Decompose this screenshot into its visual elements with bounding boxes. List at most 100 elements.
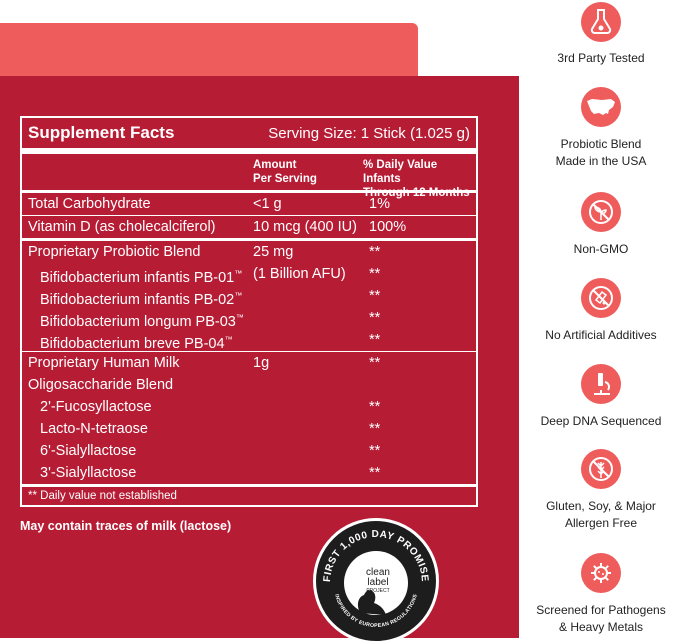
- nutrient-dv: **: [369, 443, 381, 459]
- microscope-icon: [581, 364, 621, 404]
- footnote: ** Daily value not established: [28, 490, 177, 502]
- nutrient-name: Bifidobacterium infantis PB-01™: [40, 263, 242, 289]
- nutrient-amount: 1g: [253, 355, 270, 371]
- nutrient-dv: **: [369, 244, 381, 260]
- trademark-mark: ™: [224, 335, 233, 344]
- brand-line2: label: [367, 577, 388, 588]
- strain-name: Bifidobacterium infantis PB-02: [40, 291, 235, 308]
- nutrient-row: Lacto-N-tetraose **: [28, 418, 470, 440]
- divider: [22, 148, 476, 154]
- supplement-facts-panel: Supplement Facts Serving Size: 1 Stick (…: [20, 116, 478, 507]
- usa-map-icon: [581, 87, 621, 127]
- nutrient-dv: **: [369, 288, 381, 304]
- product-package-panel: [0, 76, 519, 638]
- feature-label-line1: Screened for Pathogens: [536, 603, 666, 617]
- nutrient-dv: **: [369, 421, 381, 437]
- nutrient-row: 3'-Sialyllactose **: [28, 462, 470, 484]
- feature-label: Gluten, Soy, & Major Allergen Free: [523, 498, 679, 532]
- divider: [22, 351, 476, 352]
- dv-header-line2: Through 12 Months: [363, 187, 470, 199]
- feature-label: Probiotic Blend Made in the USA: [523, 136, 679, 170]
- nutrient-name: 6'-Sialyllactose: [40, 443, 137, 459]
- amount-header-line1: Amount: [253, 159, 297, 171]
- amount-header-line2: Per Serving: [253, 173, 317, 185]
- no-wheat-icon: [581, 449, 621, 489]
- nutrient-name: 2'-Fucosyllactose: [40, 399, 152, 415]
- facts-header: Supplement Facts Serving Size: 1 Stick (…: [28, 118, 470, 148]
- nutrient-name: Lacto-N-tetraose: [40, 421, 148, 437]
- clean-label-badge: FIRST 1,000 DAY PROMISE INSPIRED BY EURO…: [313, 518, 439, 644]
- nutrient-dv: **: [369, 310, 381, 326]
- nutrient-row: Proprietary Probiotic Blend 25 mg **: [28, 241, 470, 263]
- feature-label-line1: Probiotic Blend: [560, 137, 642, 151]
- feature-label-line1: Non-GMO: [573, 242, 629, 256]
- nutrient-row: Vitamin D (as cholecalciferol) 10 mcg (4…: [28, 216, 470, 238]
- strain-name: Bifidobacterium longum PB-03: [40, 313, 236, 330]
- nutrient-row: Oligosaccharide Blend: [28, 374, 470, 396]
- supplement-facts-title: Supplement Facts: [28, 123, 175, 142]
- nutrient-name: Total Carbohydrate: [28, 196, 151, 212]
- nutrient-dv: 1%: [369, 196, 390, 212]
- nutrient-dv: **: [369, 266, 381, 282]
- feature-label-line2: & Heavy Metals: [558, 620, 644, 634]
- mother-baby-icon: [357, 590, 386, 615]
- feature-label-line1: No Artificial Additives: [545, 328, 657, 342]
- nutrient-amount: 10 mcg (400 IU): [253, 219, 357, 235]
- nutrient-row: 6'-Sialyllactose **: [28, 440, 470, 462]
- feature-label-line2: Made in the USA: [555, 154, 647, 168]
- nutrient-dv: **: [369, 399, 381, 415]
- dv-header-line1: % Daily Value Infants: [363, 159, 438, 185]
- nutrient-dv: 100%: [369, 219, 407, 235]
- nutrient-name: Proprietary Probiotic Blend: [28, 244, 201, 260]
- nutrient-dv: **: [369, 332, 381, 348]
- feature-label-line1: Gluten, Soy, & Major: [546, 499, 656, 513]
- nutrient-dv: **: [369, 465, 381, 481]
- no-gmo-plant-icon: [581, 192, 621, 232]
- strain-name: Bifidobacterium infantis PB-01: [40, 269, 235, 286]
- badge-graphic: FIRST 1,000 DAY PROMISE INSPIRED BY EURO…: [322, 529, 430, 629]
- feature-label-line1: 3rd Party Tested: [557, 51, 645, 65]
- brand-line3: PROJECT: [366, 588, 389, 594]
- amount-column-header: Amount Per Serving: [253, 158, 317, 186]
- no-additives-icon: [581, 278, 621, 318]
- feature-label: 3rd Party Tested: [523, 50, 679, 67]
- trademark-mark: ™: [234, 269, 243, 278]
- dv-column-header: % Daily Value Infants Through 12 Months: [363, 158, 470, 200]
- nutrient-name: Bifidobacterium breve PB-04™: [40, 329, 233, 355]
- strain-name: Bifidobacterium breve PB-04: [40, 335, 225, 352]
- feature-label: Deep DNA Sequenced: [523, 413, 679, 430]
- nutrient-name: Vitamin D (as cholecalciferol): [28, 219, 216, 235]
- nutrient-row: Bifidobacterium infantis PB-02™ **: [28, 285, 470, 308]
- feature-label: Non-GMO: [523, 241, 679, 258]
- nutrient-amount: <1 g: [253, 196, 282, 212]
- nutrient-name: Bifidobacterium longum PB-03™: [40, 307, 244, 333]
- feature-label-line2: Allergen Free: [564, 516, 638, 530]
- nutrient-name: 3'-Sialyllactose: [40, 465, 137, 481]
- nutrient-row: Total Carbohydrate <1 g 1%: [28, 193, 470, 215]
- allergen-statement: May contain traces of milk (lactose): [20, 519, 232, 533]
- nutrient-name: Oligosaccharide Blend: [28, 377, 174, 393]
- nutrient-name: Bifidobacterium infantis PB-02™: [40, 285, 242, 311]
- nutrient-row: Bifidobacterium infantis PB-01™ (1 Billi…: [28, 263, 470, 286]
- feature-label-line1: Deep DNA Sequenced: [540, 414, 662, 428]
- nutrient-row: Proprietary Human Milk 1g **: [28, 352, 470, 374]
- feature-label: Screened for Pathogens & Heavy Metals: [523, 602, 679, 636]
- nutrient-row: Bifidobacterium longum PB-03™ **: [28, 307, 470, 330]
- divider: [22, 238, 476, 241]
- feature-label: No Artificial Additives: [523, 327, 679, 344]
- nutrient-row: 2'-Fucosyllactose **: [28, 396, 470, 418]
- nutrient-amount: (1 Billion AFU): [253, 266, 346, 282]
- supplement-facts-box: Supplement Facts Serving Size: 1 Stick (…: [20, 116, 478, 507]
- nutrient-row: Bifidobacterium breve PB-04™ **: [28, 329, 470, 352]
- divider: [22, 484, 476, 487]
- nutrient-amount: 25 mg: [253, 244, 294, 260]
- trademark-mark: ™: [234, 291, 243, 300]
- flask-icon: [581, 2, 621, 42]
- trademark-mark: ™: [235, 313, 244, 322]
- divider: [22, 215, 476, 216]
- brand-line1: clean: [366, 567, 390, 578]
- column-headers: Amount Per Serving % Daily Value Infants…: [28, 154, 470, 199]
- serving-size: Serving Size: 1 Stick (1.025 g): [268, 125, 470, 142]
- nutrient-name: Proprietary Human Milk: [28, 355, 180, 371]
- divider: [22, 190, 476, 193]
